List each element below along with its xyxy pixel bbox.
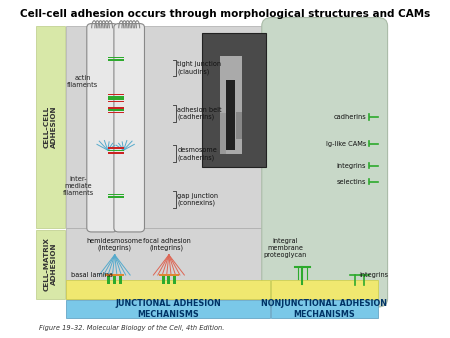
- Text: CELL–CELL
ADHESION: CELL–CELL ADHESION: [44, 106, 57, 148]
- Bar: [159, 274, 179, 276]
- Bar: [36, 26, 65, 228]
- Text: CELL–MATRIX
ADHESION: CELL–MATRIX ADHESION: [44, 237, 57, 291]
- Bar: [66, 26, 297, 228]
- FancyBboxPatch shape: [114, 24, 144, 232]
- Bar: [108, 147, 124, 149]
- Bar: [271, 299, 378, 318]
- Bar: [108, 110, 124, 111]
- Text: inter-
mediate
filaments: inter- mediate filaments: [63, 176, 94, 196]
- Text: gap junction
(connexins): gap junction (connexins): [177, 193, 218, 206]
- Bar: [108, 96, 124, 98]
- Bar: [66, 280, 270, 298]
- Bar: [226, 80, 235, 150]
- Bar: [66, 299, 270, 318]
- Text: JUNCTIONAL ADHESION
MECHANISMS: JUNCTIONAL ADHESION MECHANISMS: [115, 299, 221, 319]
- Bar: [108, 194, 124, 195]
- Text: tight junction
(claudins): tight junction (claudins): [177, 61, 221, 75]
- Text: Cell-cell adhesion occurs through morphological structures and CAMs: Cell-cell adhesion occurs through morpho…: [20, 9, 430, 19]
- Text: cadherins: cadherins: [333, 114, 366, 120]
- Bar: [162, 276, 165, 284]
- Text: hemidesmosome
(integrins): hemidesmosome (integrins): [86, 238, 143, 251]
- Bar: [271, 228, 378, 298]
- FancyBboxPatch shape: [87, 24, 117, 232]
- Bar: [108, 94, 124, 95]
- Bar: [236, 112, 242, 139]
- Bar: [66, 228, 270, 298]
- Text: adhesion belt
(cadherins): adhesion belt (cadherins): [177, 107, 222, 120]
- Bar: [108, 196, 124, 198]
- Text: NONJUNCTIONAL ADHESION
MECHANISMS: NONJUNCTIONAL ADHESION MECHANISMS: [261, 299, 387, 319]
- Text: basal lamina: basal lamina: [71, 272, 112, 278]
- Bar: [105, 274, 124, 276]
- Bar: [271, 280, 378, 298]
- Bar: [107, 276, 110, 284]
- FancyBboxPatch shape: [262, 18, 387, 307]
- Bar: [108, 98, 124, 100]
- Bar: [108, 150, 124, 151]
- Text: selectins: selectins: [337, 179, 366, 185]
- Bar: [108, 152, 124, 154]
- Text: desmosome
(cadherins): desmosome (cadherins): [177, 147, 217, 161]
- Bar: [220, 114, 226, 154]
- Bar: [167, 276, 171, 284]
- Bar: [108, 107, 124, 109]
- Text: actin
filaments: actin filaments: [68, 75, 99, 88]
- Text: focal adhesion
(integrins): focal adhesion (integrins): [143, 238, 191, 251]
- Text: integrins: integrins: [360, 272, 388, 278]
- Text: integral
membrane
proteoglycan: integral membrane proteoglycan: [263, 238, 306, 258]
- Bar: [108, 112, 124, 114]
- Bar: [108, 56, 124, 58]
- Bar: [119, 276, 122, 284]
- Bar: [36, 230, 65, 298]
- Bar: [113, 276, 116, 284]
- Bar: [108, 59, 124, 61]
- Bar: [173, 276, 176, 284]
- Bar: [108, 101, 124, 102]
- Bar: [220, 56, 242, 154]
- Bar: [202, 33, 266, 167]
- Text: integrins: integrins: [337, 163, 366, 169]
- Text: Ig-like CAMs: Ig-like CAMs: [326, 141, 366, 147]
- Text: Figure 19–32. Molecular Biology of the Cell, 4th Edition.: Figure 19–32. Molecular Biology of the C…: [39, 325, 225, 331]
